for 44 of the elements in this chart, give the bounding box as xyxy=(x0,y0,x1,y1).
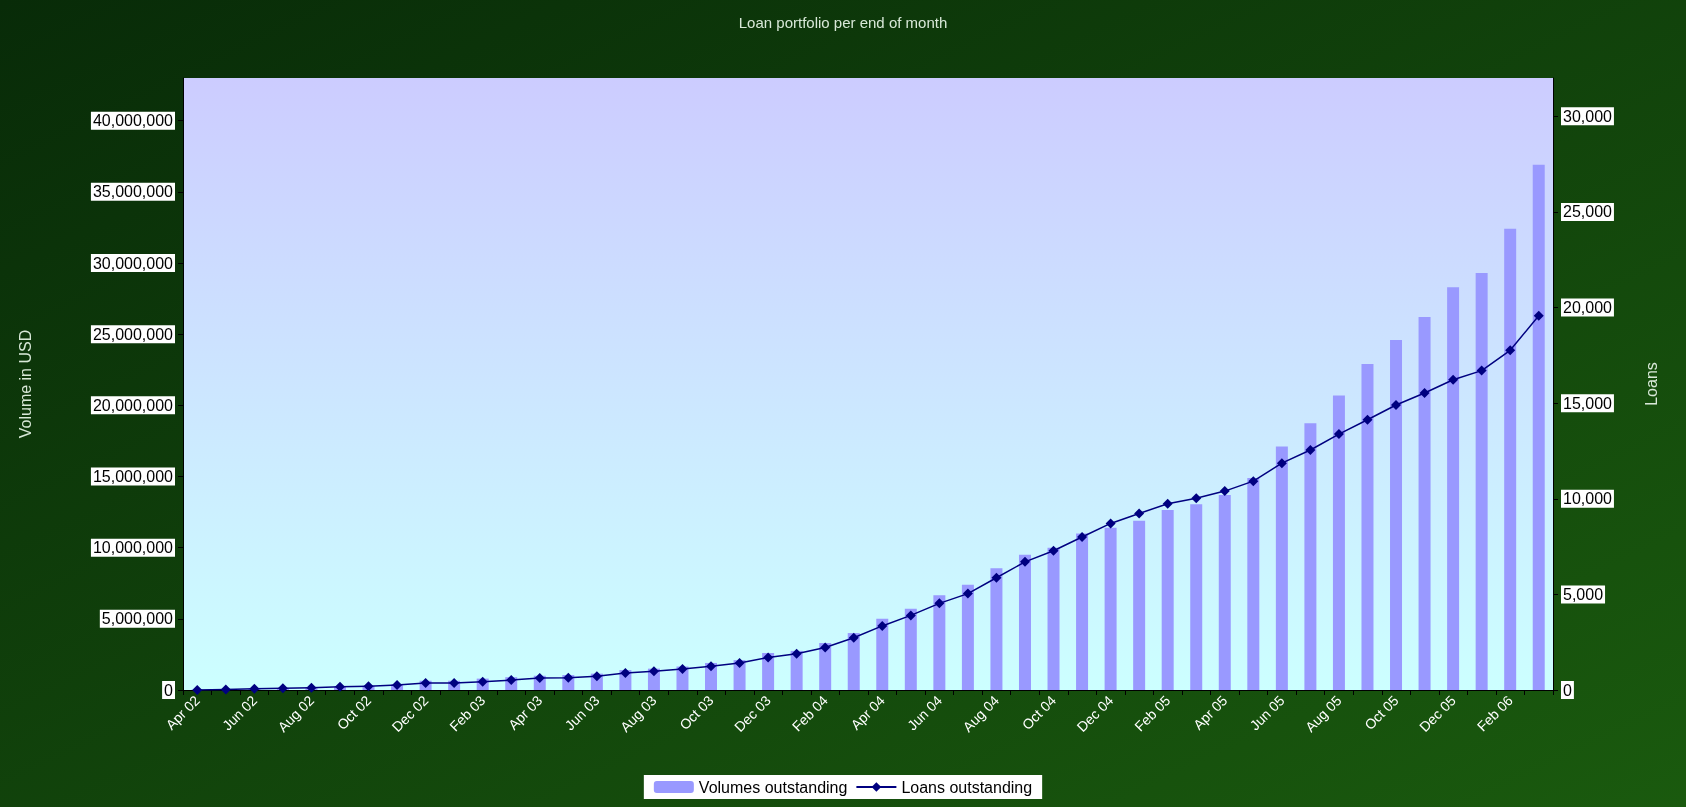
x-tick-label: Feb 05 xyxy=(1131,692,1174,735)
y-tick-label: 5,000,000 xyxy=(101,610,174,628)
y-tick-label: 30,000,000 xyxy=(92,254,174,272)
x-tick-label: Dec 05 xyxy=(1416,692,1459,735)
x-tick-label: Aug 04 xyxy=(959,692,1003,735)
x-tick-label: Oct 05 xyxy=(1361,692,1402,733)
y2-tick-label: 20,000 xyxy=(1563,299,1613,316)
x-tick-label: Apr 05 xyxy=(1189,692,1231,733)
y2-axis-title: Loans xyxy=(1642,362,1660,406)
y-tick-label: 25,000,000 xyxy=(92,325,174,343)
y-tick-label: 35,000,000 xyxy=(92,183,174,201)
y-tick-label: 0 xyxy=(164,681,174,699)
x-tick-label: Aug 03 xyxy=(616,692,660,735)
y-tick-label: 15,000,000 xyxy=(92,468,174,486)
y-axis-title: Volume in USD xyxy=(16,329,34,439)
x-tick-label: Jun 05 xyxy=(1246,692,1288,734)
legend-label: Volumes outstanding xyxy=(698,778,848,796)
y2-tick-label: 30,000 xyxy=(1563,107,1613,125)
y2-tick-label: 0 xyxy=(1563,681,1572,699)
y2-tick-label: 15,000 xyxy=(1563,394,1613,412)
x-tick-label: Oct 02 xyxy=(333,692,375,733)
x-tick-label: Apr 04 xyxy=(847,692,889,733)
x-tick-label: Apr 03 xyxy=(504,692,546,733)
x-tick-label: Dec 02 xyxy=(388,692,432,735)
x-tick-label: Jun 02 xyxy=(219,692,261,734)
x-tick-label: Feb 03 xyxy=(446,692,489,735)
x-tick-label: Feb 04 xyxy=(788,692,831,735)
x-tick-label: Feb 06 xyxy=(1473,692,1516,735)
y2-tick-label: 10,000 xyxy=(1563,490,1613,508)
x-tick-label: Dec 03 xyxy=(731,692,774,735)
x-tick-label: Oct 04 xyxy=(1018,692,1060,733)
x-tick-label: Aug 02 xyxy=(274,692,318,735)
y-tick-label: 40,000,000 xyxy=(92,112,174,130)
x-tick-label: Jun 03 xyxy=(561,692,603,734)
y-tick-label: 20,000,000 xyxy=(92,396,174,414)
x-tick-label: Aug 05 xyxy=(1301,692,1345,735)
x-tick-label: Dec 04 xyxy=(1073,692,1117,735)
x-tick-label: Jun 04 xyxy=(904,692,946,734)
legend-label: Loans outstanding xyxy=(901,778,1033,796)
x-tick-label: Oct 03 xyxy=(676,692,717,733)
y-tick-label: 10,000,000 xyxy=(92,539,174,557)
y2-tick-label: 5,000 xyxy=(1563,585,1604,603)
y2-tick-label: 25,000 xyxy=(1563,203,1613,221)
chart-title: Loan portfolio per end of month xyxy=(738,14,948,31)
